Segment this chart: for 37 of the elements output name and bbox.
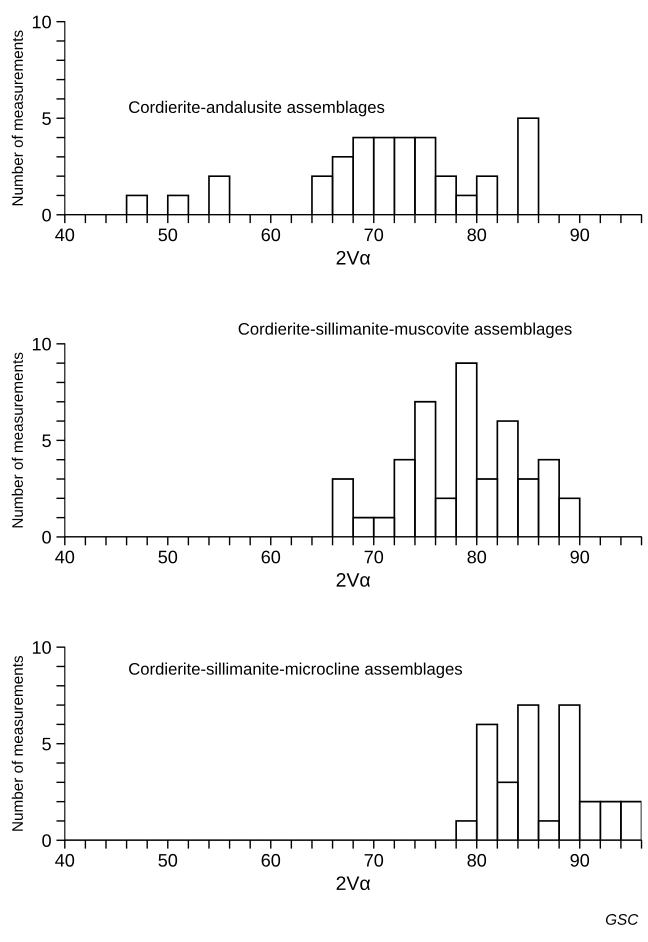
- chart-title: Cordierite-sillimanite-muscovite assemblages: [238, 322, 572, 338]
- y-tick-label: 0: [42, 834, 51, 847]
- x-tick-label: 90: [570, 550, 590, 564]
- x-tick-label: 50: [158, 550, 178, 564]
- x-tick-label: 70: [364, 854, 384, 867]
- x-tick-label: 90: [570, 228, 590, 242]
- y-tick-label: 10: [32, 641, 51, 654]
- x-axis-title: 2Vα: [336, 250, 370, 265]
- x-tick-label: 70: [364, 550, 384, 564]
- y-tick-label: 10: [32, 16, 51, 28]
- x-tick-label: 50: [158, 854, 178, 867]
- x-tick-label: 40: [55, 854, 74, 867]
- x-tick-label: 70: [364, 228, 384, 242]
- x-tick-label: 50: [158, 228, 178, 242]
- x-tick-label: 80: [467, 228, 486, 242]
- text: Cordierite-andalusite assemblages: [129, 100, 384, 116]
- y-tick-label: 10: [32, 338, 51, 351]
- x-tick-label: 40: [55, 550, 74, 564]
- x-axis-title: 2Vα: [336, 876, 370, 890]
- x-tick-label: 60: [262, 228, 280, 242]
- x-tick-label: 80: [467, 854, 486, 867]
- x-tick-label: 60: [262, 854, 280, 867]
- y-axis-title: Number of measurements: [12, 656, 23, 831]
- y-tick-label: 0: [42, 208, 51, 222]
- x-tick-label: 40: [55, 228, 74, 242]
- x-tick-label: 60: [262, 550, 280, 564]
- y-axis-title: Number of measurements: [12, 30, 23, 206]
- text: Cordierite-sillimanite-microcline assemblages: [129, 662, 462, 678]
- y-tick-label: 5: [42, 112, 51, 125]
- text: GSC: [606, 914, 638, 925]
- y-tick-label: 5: [42, 434, 51, 448]
- x-tick-label: 80: [467, 550, 486, 564]
- y-axis-title: Number of measurements: [12, 352, 23, 528]
- y-tick-label: 5: [42, 738, 51, 750]
- y-tick-label: 0: [42, 530, 51, 544]
- x-tick-label: 90: [570, 854, 590, 867]
- x-axis-title: 2Vα: [336, 573, 370, 587]
